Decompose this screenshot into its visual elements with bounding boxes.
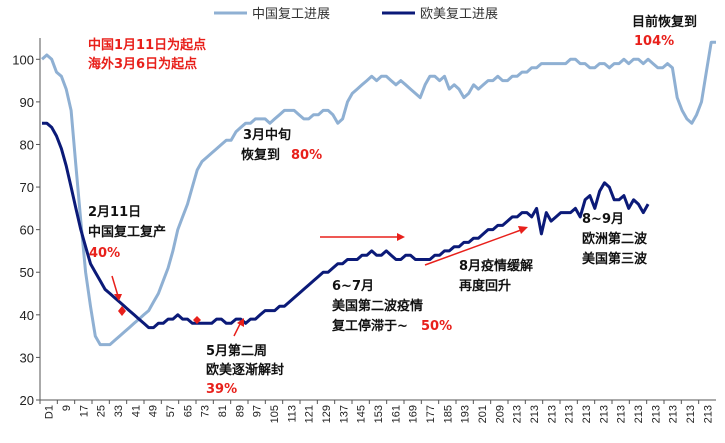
x-tick-label: 113	[286, 405, 298, 423]
ann-sep-line3: 美国第三波	[582, 251, 648, 267]
x-tick-label: 213	[529, 405, 541, 423]
x-tick-label: 213	[668, 405, 680, 423]
ann-feb-line2: 中国复工复产	[88, 224, 166, 240]
x-tick-label: 89	[234, 405, 246, 417]
legend-label-west: 欧美复工进展	[420, 7, 498, 22]
y-tick-label: 60	[20, 223, 34, 238]
ann-start-line1: 中国1月11日为起点	[88, 37, 206, 53]
ann-mar-value: 80%	[291, 148, 322, 163]
marker-feb	[118, 306, 126, 316]
x-tick-label: 213	[702, 405, 714, 423]
ann-now-line1: 目前恢复到	[632, 14, 697, 30]
x-tick-label: 161	[390, 405, 402, 423]
ann-jun-line1: 6~7月	[332, 279, 374, 294]
x-tick-label: 213	[685, 405, 697, 423]
x-tick-label: 209	[494, 405, 506, 423]
ann-sep-line1: 8~9月	[582, 212, 624, 227]
x-tick-label: 213	[633, 405, 645, 423]
x-tick-label: 57	[165, 405, 177, 417]
annotation-arrows	[111, 226, 528, 337]
ann-may-value: 39%	[206, 382, 237, 397]
point-markers	[118, 306, 201, 324]
x-tick-label: 213	[564, 405, 576, 423]
x-tick-label: 121	[304, 405, 316, 423]
arrow-feb-head	[114, 294, 122, 301]
x-tick-label: 49	[148, 405, 160, 417]
x-tick-label: 65	[182, 405, 194, 417]
arrow-jun-head	[397, 233, 405, 241]
x-tick-label: 185	[442, 405, 454, 423]
arrow-aug	[424, 229, 522, 266]
x-tick-label: 137	[338, 405, 350, 423]
ann-now-value: 104%	[634, 34, 674, 49]
x-tick-label: 33	[113, 405, 125, 417]
x-tick-label: 129	[321, 405, 333, 423]
ann-feb-line1: 2月11日	[88, 205, 141, 220]
x-tick-label: 193	[460, 405, 472, 423]
x-tick-label: 145	[356, 405, 368, 423]
x-tick-label: 73	[200, 405, 212, 417]
ann-may-line2: 欧美逐渐解封	[206, 362, 284, 378]
x-tick-label: 177	[425, 405, 437, 423]
y-tick-label: 90	[20, 95, 34, 110]
x-tick-label: 153	[373, 405, 385, 423]
ann-mar-line2: 恢复到	[241, 147, 280, 163]
x-tick-label: 41	[130, 405, 142, 417]
annotations: 中国1月11日为起点 海外3月6日为起点 目前恢复到 104% 3月中旬 恢复到…	[88, 14, 697, 397]
ann-mar-line1: 3月中旬	[243, 127, 291, 143]
arrow-aug-head	[518, 226, 528, 234]
x-ticks: D1 9 17 25 33 41 49 57 65 73 81 89 97 105 113 121 129 137…	[39, 400, 714, 423]
ann-jun-line2: 美国第二波疫情	[332, 298, 423, 314]
ann-aug-line1: 8月疫情缓解	[459, 258, 533, 274]
legend-label-china: 中国复工进展	[252, 7, 330, 22]
arrow-feb	[111, 275, 119, 297]
x-tick-label: 213	[512, 405, 524, 423]
x-tick-label: 213	[581, 405, 593, 423]
y-ticks: 20 30 40 50 60 70 80 90 100	[12, 52, 40, 408]
arrow-may-head	[237, 318, 244, 327]
ann-feb-value: 40%	[89, 246, 120, 261]
ann-jun-line3: 复工停滞于~	[331, 318, 408, 334]
ann-start-line2: 海外3月6日为起点	[88, 56, 197, 72]
x-tick-label: 213	[616, 405, 628, 423]
x-tick-label: 213	[546, 405, 558, 423]
y-tick-label: 50	[20, 265, 34, 280]
x-tick-label: 105	[269, 405, 281, 423]
x-tick-label: 213	[650, 405, 662, 423]
y-tick-label: 100	[12, 52, 34, 67]
x-tick-label: 17	[78, 405, 90, 417]
x-tick-label: 81	[217, 405, 229, 417]
y-tick-label: 30	[20, 350, 34, 365]
ann-aug-line2: 再度回升	[459, 278, 511, 294]
y-tick-label: 40	[20, 308, 34, 323]
legend: 中国复工进展 欧美复工进展	[214, 7, 498, 22]
ann-sep-line2: 欧洲第二波	[582, 231, 648, 247]
x-tick-label: D1	[44, 405, 56, 419]
y-tick-label: 20	[20, 393, 34, 408]
marker-may	[193, 316, 201, 324]
x-tick-label: 25	[96, 405, 108, 417]
x-tick-label: 169	[408, 405, 420, 423]
x-tick-label: 201	[477, 405, 489, 423]
x-tick-label: 97	[252, 405, 264, 417]
y-tick-label: 80	[20, 137, 34, 152]
series-lines	[40, 40, 716, 347]
series-line-west	[42, 121, 650, 330]
x-tick-label: 9	[61, 405, 73, 411]
ann-may-line1: 5月第二周	[206, 343, 267, 359]
series-line-china	[40, 40, 716, 347]
x-tick-label: 213	[598, 405, 610, 423]
y-tick-label: 70	[20, 180, 34, 195]
ann-jun-value: 50%	[421, 319, 452, 334]
